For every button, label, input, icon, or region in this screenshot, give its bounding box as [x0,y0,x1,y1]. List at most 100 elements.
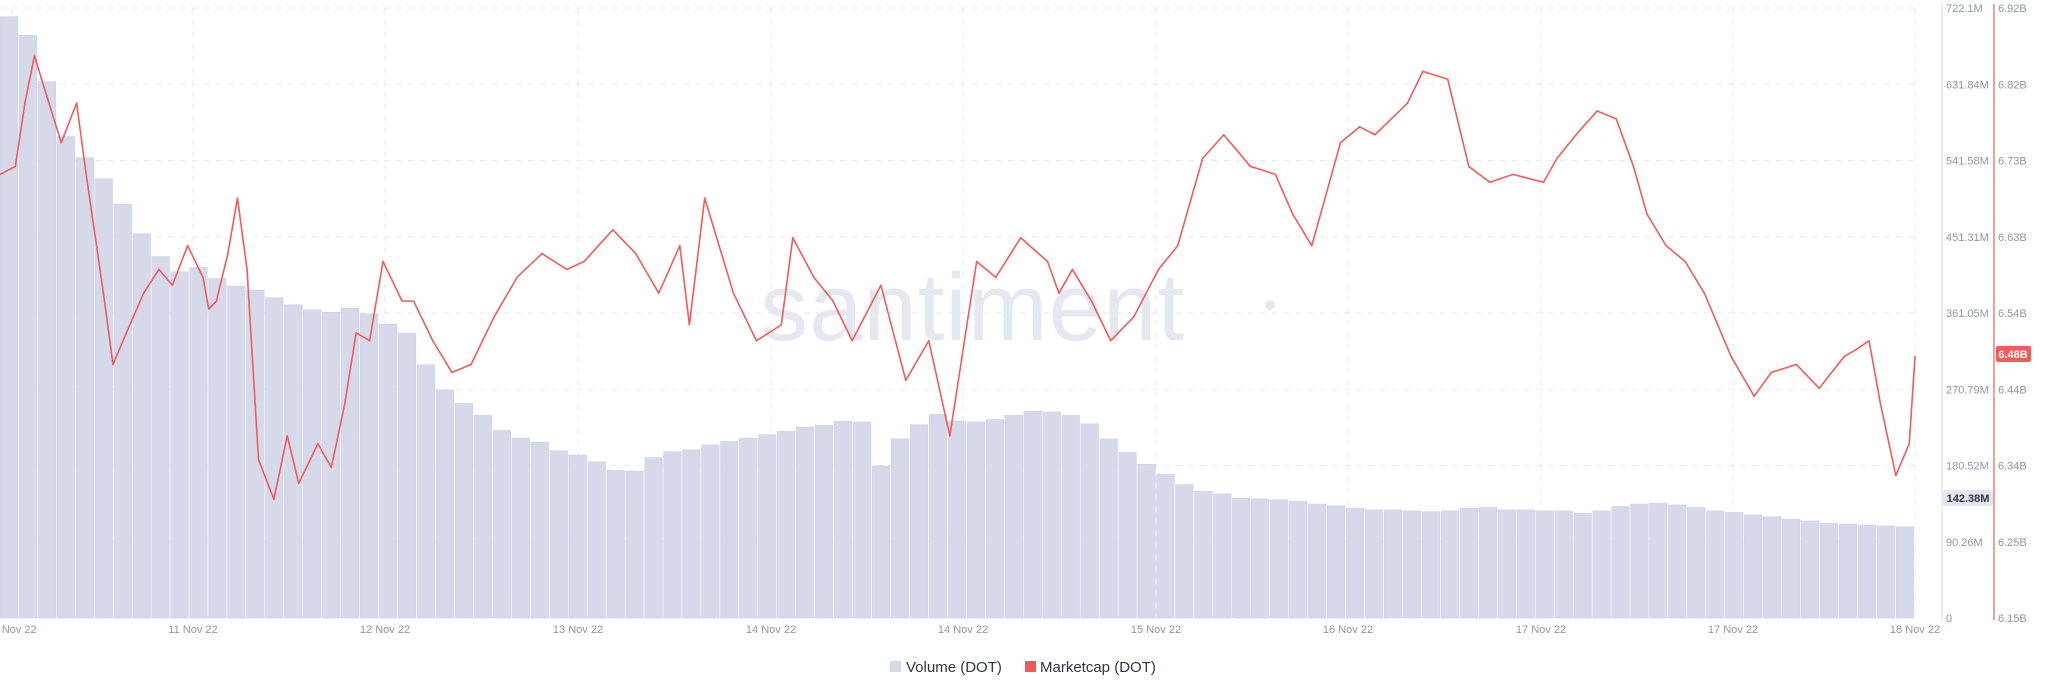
marketcap-point [612,229,614,231]
marketcap-point [995,276,997,279]
x-axis-tick-label: 14 Nov 22 [746,624,796,636]
volume-bar [1838,524,1858,619]
volume-bar [94,178,113,619]
volume-bar [985,419,1004,619]
right-axis-tick-label: 6.34B [1998,461,2027,473]
volume-bar [625,470,644,619]
marketcap-point [1512,173,1514,176]
left-axis-tick-label: 90.26M [1946,537,1983,549]
marketcap-point [355,332,357,334]
marketcap-point [1201,157,1204,160]
volume-bar [473,415,492,619]
marketcap-point [1556,157,1558,160]
volume-current-badge: 142.38M [1943,490,1993,506]
volume-bar [947,420,966,619]
volume-bar [1725,512,1744,619]
volume-bar [1763,516,1782,619]
marketcap-point [431,339,434,342]
volume-bar [1156,474,1175,619]
marketcap-point [679,244,681,247]
marketcap-point [732,292,735,294]
volume-bar [1061,415,1080,619]
volume-bar [758,434,777,619]
marketcap-point [142,292,145,294]
volume-bar [909,424,929,619]
marketcap-point [1843,355,1845,358]
marketcap-point [257,458,260,461]
legend-label-volume: Volume (DOT) [906,659,1002,676]
volume-bar [1345,507,1365,619]
legend-item-marketcap[interactable]: Marketcap (DOT) [1025,659,1156,676]
volume-bar [1042,411,1061,619]
marketcap-point [1856,347,1859,350]
marketcap-point [1071,268,1074,271]
volume-bar [720,441,739,619]
volume-bar [644,457,663,619]
volume-bar [587,461,606,619]
marketcap-point [1575,133,1577,136]
marketcap-point [516,276,518,279]
volume-bar [1004,415,1023,619]
marketcap-point [451,371,453,374]
marketcap-point [703,197,706,199]
marketcap-point [202,276,204,279]
right-axis-tick-label: 6.25B [1998,537,2027,549]
volume-bar [1308,503,1327,619]
marketcap-point [1406,102,1409,104]
left-axis-tick-label: 361.05M [1946,308,1989,320]
volume-bar [549,450,568,619]
volume-bar [341,307,360,619]
volume-bar [37,81,56,619]
marketcap-point [904,379,907,382]
marketcap-point [1879,403,1882,405]
volume-bar [75,157,94,619]
marketcap-point [1446,78,1449,81]
volume-bar [1270,499,1289,619]
marketcap-point [215,300,218,302]
x-axis-tick-label: 18 Nov 22 [1890,624,1940,636]
marketcap-point [1730,355,1732,358]
volume-bar [1118,452,1137,619]
marketcap-point [470,363,472,366]
marketcap-point [657,292,660,294]
x-axis-tick-label: 11 Nov 22 [168,624,217,636]
right-axis-tick-label: 6.63B [1998,232,2027,244]
legend-swatch-marketcap [1025,661,1036,672]
volume-bar [416,364,436,619]
volume-bar [189,267,208,619]
volume-bar [170,271,189,619]
left-axis-tick-label: 722.1M [1946,3,1983,15]
marketcap-point [412,300,415,302]
left-axis-tick-label: 180.52M [1946,461,1989,473]
volume-bar [1706,510,1725,619]
watermark-dot [1265,300,1275,310]
marketcap-point [1176,244,1179,247]
marketcap-point [1058,292,1060,294]
volume-bar [1402,510,1422,619]
x-axis-tick-label: 11 Nov 22 [0,624,37,636]
volume-bar [1895,526,1914,619]
legend-item-volume[interactable]: Volume (DOT) [890,659,1002,676]
marketcap-point [1795,363,1798,366]
marketcap-point [1914,355,1916,358]
marketcap-point [688,324,691,326]
volume-bar [1630,503,1649,619]
marketcap-point [43,86,45,89]
marketcap-point [207,308,210,310]
marketcap-point [851,339,853,342]
marketcap-point [286,434,289,437]
volume-bar [663,451,682,619]
volume-bar [113,203,132,619]
volume-bar [1364,509,1384,619]
marketcap-point [1291,213,1294,215]
volume-bar [739,437,758,619]
volume-badge-label: 142.38M [1947,493,1990,505]
marketcap-point [158,268,160,271]
marketcap-point [634,252,637,255]
right-axis-tick-label: 6.15B [1998,613,2027,625]
marketcap-point [33,54,36,57]
marketcap-point [1615,118,1618,120]
volume-bar [208,278,227,619]
marketcap-point [1542,181,1545,184]
